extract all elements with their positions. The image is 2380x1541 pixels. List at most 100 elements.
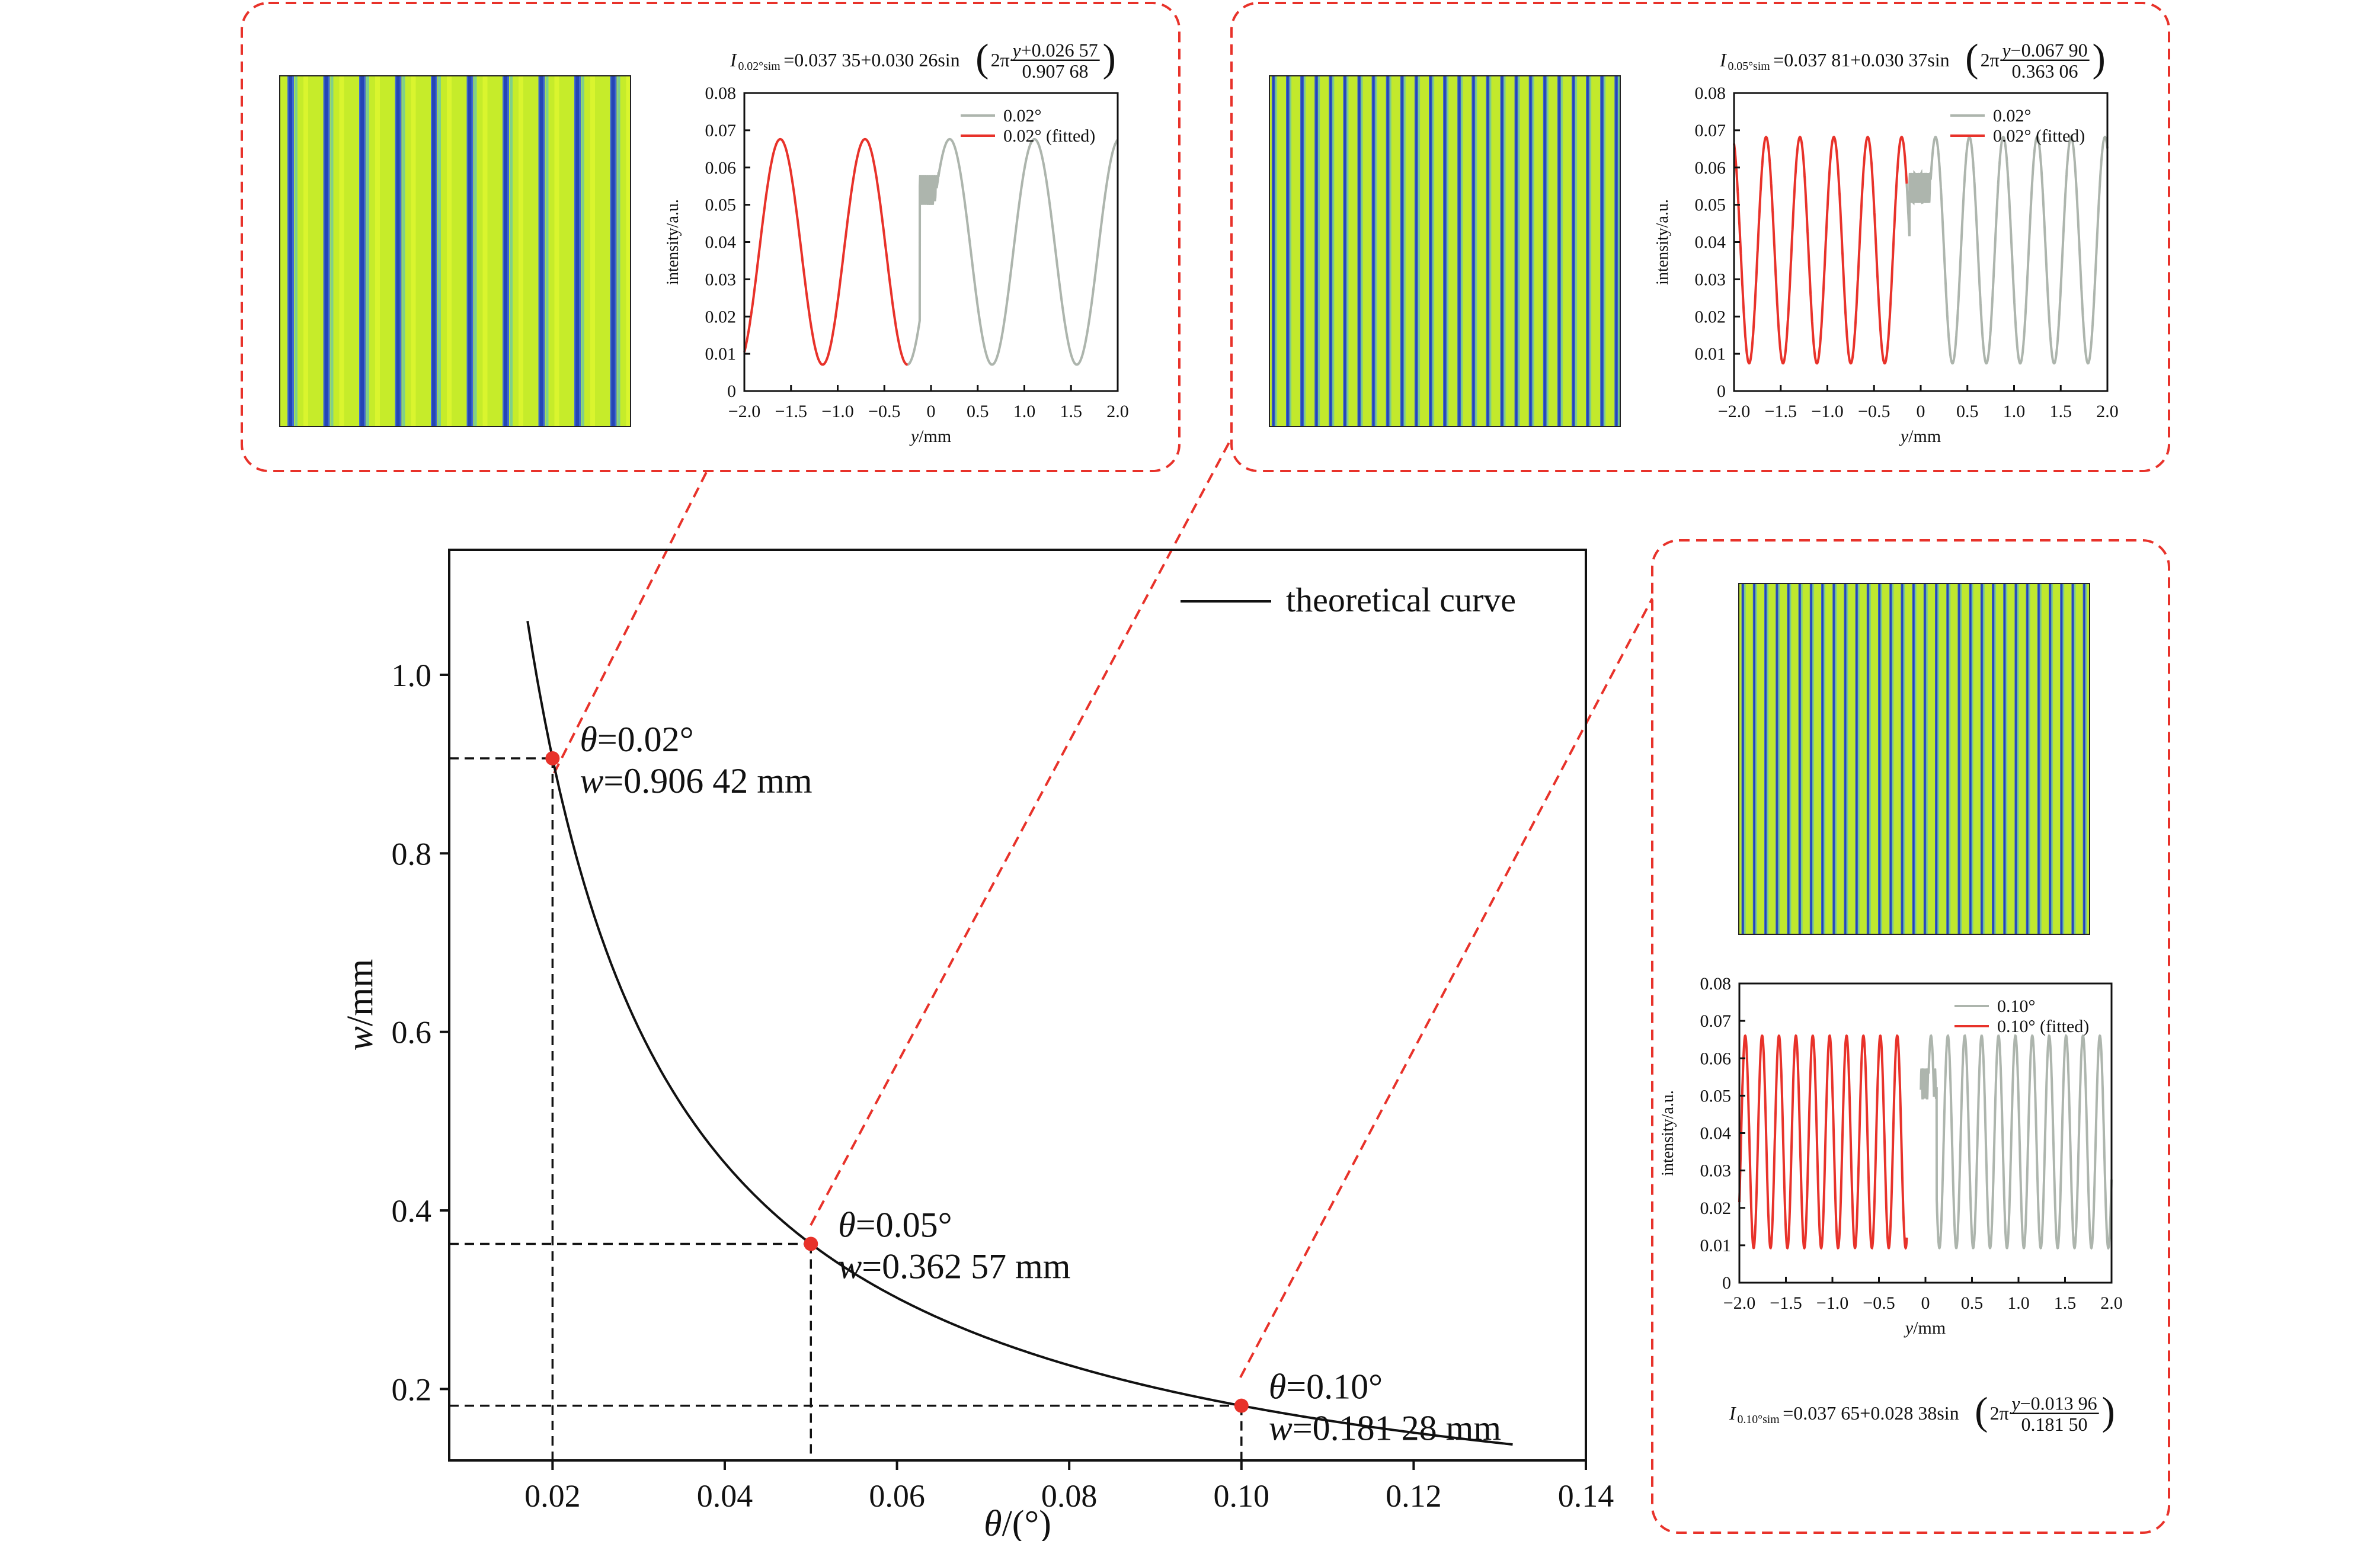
legend-label-sim: 0.02° — [1003, 106, 1042, 126]
inset-x-tick-label: −2.0 — [1718, 402, 1750, 421]
inset-x-tick-label: 1.0 — [1013, 402, 1036, 421]
inset-y-axis-title: intensity/a.u. — [1653, 199, 1672, 285]
main-x-axis: 0.02 0.04 0.06 0.08 0.10 0.12 0.14 — [524, 1460, 1614, 1514]
inset-y-tick-label: 0.05 — [1695, 196, 1726, 215]
leader-line-002 — [553, 470, 708, 774]
point-label-w-0: w=0.906 42 mm — [580, 761, 812, 800]
eq-subscript: 0.02°sim — [738, 60, 780, 73]
inset-x-tick-label: −2.0 — [1723, 1293, 1755, 1313]
inset-x-tick-label: 1.5 — [2054, 1293, 2077, 1313]
inset-x-tick-label: 0.5 — [1956, 402, 1979, 421]
fringe-image-005 — [1269, 75, 1621, 427]
eq-numerator: y−0.013 96 — [2010, 1392, 2097, 1414]
inset-y-tick-label: 0 — [1717, 382, 1726, 401]
inset-y-tick-label: 0.04 — [1700, 1124, 1732, 1143]
inset-y-tick-label: 0.05 — [705, 196, 737, 215]
eq-denominator: 0.181 50 — [2021, 1414, 2087, 1435]
eq-paren-close: ) — [2101, 1389, 2115, 1433]
eq-lead: 2π — [1990, 1402, 2009, 1424]
inset-y-tick-label: 0.07 — [1695, 121, 1726, 140]
inset-y-tick-label: 0.06 — [1695, 158, 1726, 178]
fit-series-line — [1738, 1034, 1908, 1250]
sim-series-line — [907, 137, 1119, 366]
inset-x-axis-title: y/mm — [909, 427, 951, 446]
inset-plot-002: −2.0 −1.5 −1.0 −0.5 0 0.5 1.0 1.5 2.0 0 0.01 0.02 0.… — [664, 84, 1129, 446]
main-y-tick-label: 0.6 — [392, 1015, 432, 1050]
inset-panel-border-010 — [1651, 539, 2170, 1534]
eq-main: =0.037 35+0.030 26sin — [783, 49, 959, 71]
eq-paren-close: ) — [1102, 36, 1115, 80]
legend-label-fit: 0.10° (fitted) — [1997, 1017, 2089, 1036]
eq-symbol: I — [1729, 1402, 1736, 1424]
eq-lead: 2π — [1981, 49, 2000, 71]
inset-x-tick-label: −1.5 — [1770, 1293, 1802, 1313]
inset-x-tick-label: −1.0 — [821, 402, 853, 421]
inset-panel-border-002 — [241, 2, 1181, 472]
eq-symbol: I — [730, 49, 737, 71]
inset-x-tick-label: 0.5 — [967, 402, 989, 421]
fit-series-line — [743, 137, 908, 366]
eq-subscript: 0.05°sim — [1728, 60, 1770, 73]
main-x-tick-label: 0.14 — [1558, 1478, 1614, 1514]
main-y-tick-label: 0.2 — [392, 1372, 432, 1407]
inset-y-tick-label: 0.03 — [705, 270, 737, 289]
inset-x-tick-label: 1.0 — [2003, 402, 2026, 421]
inset-y-tick-label: 0.06 — [705, 158, 737, 178]
inset-x-tick-label: 0.5 — [1961, 1293, 1984, 1313]
main-y-axis-title: w/mm — [340, 959, 380, 1050]
inset-x-tick-label: 0 — [927, 402, 936, 421]
inset-y-tick-label: 0.08 — [1700, 974, 1732, 994]
leader-line-005 — [810, 441, 1231, 1226]
inset-x-tick-label: 0 — [1917, 402, 1925, 421]
eq-numerator: y+0.026 57 — [1010, 39, 1098, 60]
point-label-w-1: w=0.362 57 mm — [838, 1247, 1070, 1286]
eq-lead: 2π — [991, 49, 1010, 71]
point-label-theta-1: θ=0.05° — [838, 1205, 952, 1244]
eq-denominator: 0.363 06 — [2011, 60, 2078, 82]
inset-y-axis-title: intensity/a.u. — [1659, 1090, 1677, 1176]
eq-symbol: I — [1719, 49, 1727, 71]
inset-y-tick-label: 0.04 — [1695, 233, 1726, 252]
inset-y-tick-label: 0.03 — [1695, 270, 1726, 289]
guide-lines — [449, 757, 1243, 1460]
legend-label-fit: 0.02° (fitted) — [1003, 126, 1095, 146]
inset-y-tick-label: 0.06 — [1700, 1049, 1732, 1068]
inset-x-tick-label: 2.0 — [1106, 402, 1129, 421]
inset-x-tick-label: −0.5 — [1863, 1293, 1895, 1313]
main-x-tick-label: 0.02 — [524, 1478, 581, 1514]
inset-y-axis-title: intensity/a.u. — [664, 199, 682, 285]
main-y-axis: 0.2 0.4 0.6 0.8 1.0 — [392, 658, 449, 1407]
eq-paren-close: ) — [2092, 36, 2105, 80]
eq-paren-open: ( — [975, 36, 989, 80]
fringe-image-002 — [279, 75, 631, 427]
inset-y-tick-label: 0.07 — [1700, 1011, 1732, 1031]
inset-y-tick-label: 0.02 — [1700, 1199, 1732, 1218]
point-label-theta-2: θ=0.10° — [1269, 1367, 1383, 1407]
main-x-tick-label: 0.06 — [869, 1478, 925, 1514]
main-y-tick-label: 0.8 — [392, 836, 432, 872]
eq-denominator: 0.907 68 — [1022, 60, 1088, 82]
theoretical-curve — [526, 620, 1513, 1446]
legend-label-sim: 0.10° — [1997, 997, 2036, 1016]
main-x-tick-label: 0.08 — [1041, 1478, 1098, 1514]
main-chart: 0.02 0.04 0.06 0.08 0.10 0.12 0.14 0.20.40.60.… — [340, 549, 1614, 1541]
inset-y-tick-label: 0 — [1722, 1273, 1731, 1293]
main-plot-frame — [448, 549, 1587, 1462]
inset-y-tick-label: 0.01 — [1695, 344, 1726, 364]
inset-y-tick-label: 0.02 — [1695, 307, 1726, 326]
inset-x-tick-label: −1.5 — [1765, 402, 1797, 421]
inset-x-axis-title: y/mm — [1899, 427, 1941, 446]
inset-x-tick-label: 2.0 — [2096, 402, 2119, 421]
fit-series-line — [1733, 136, 1908, 365]
eq-paren-open: ( — [1975, 1389, 1988, 1433]
highlight-point-1 — [804, 1236, 818, 1251]
main-x-tick-label: 0.10 — [1214, 1478, 1270, 1514]
inset-panel-border-005 — [1230, 2, 2170, 472]
eq-subscript: 0.10°sim — [1737, 1413, 1780, 1426]
main-y-tick-label: 1.0 — [392, 658, 432, 693]
fit-equation-005: I 0.05°sim =0.037 81+0.030 37sin (2π y−0.067… — [1719, 36, 2106, 82]
inset-x-tick-label: −1.0 — [1811, 402, 1843, 421]
eq-main: =0.037 65+0.028 38sin — [1783, 1402, 1959, 1424]
inset-y-tick-label: 0.03 — [1700, 1161, 1732, 1181]
